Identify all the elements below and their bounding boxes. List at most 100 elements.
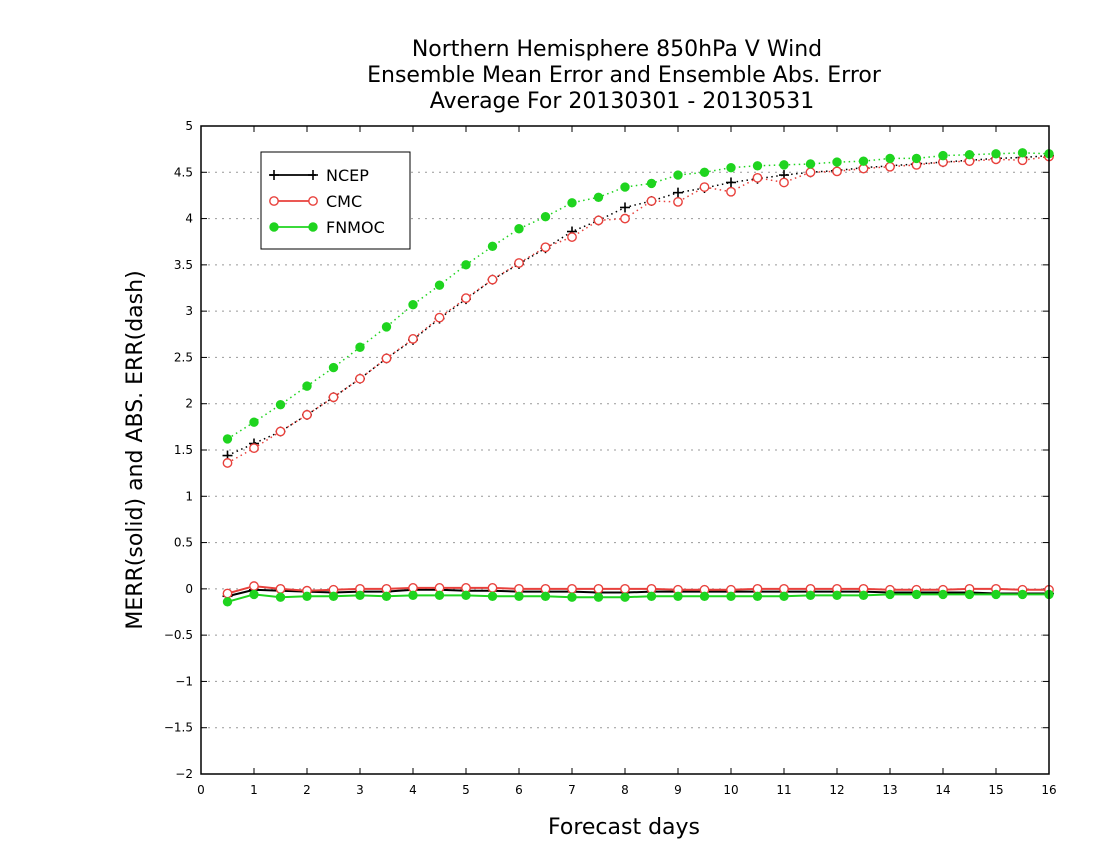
fnmoc-mean-err-point: [620, 592, 630, 602]
x-tick-label: 15: [988, 783, 1003, 797]
x-tick-label: 6: [515, 783, 523, 797]
fnmoc-mean-err-point: [567, 592, 577, 602]
ncep-abs-err-point: [620, 202, 630, 213]
legend-marker-ncep: [308, 170, 318, 180]
fnmoc-abs-err-point: [646, 178, 657, 189]
fnmoc-abs-err-point: [408, 299, 418, 310]
cmc-mean-err-point: [567, 583, 577, 594]
fnmoc-mean-err-point: [938, 589, 948, 600]
fnmoc-mean-err-point: [593, 592, 604, 602]
fnmoc-abs-err-point: [805, 159, 816, 169]
fnmoc-mean-err-point: [275, 592, 286, 602]
x-tick-label: 3: [356, 783, 364, 797]
fnmoc-mean-err-point: [328, 591, 339, 601]
fnmoc-mean-err-point: [805, 590, 816, 601]
cmc-abs-err-point: [275, 426, 286, 437]
chart-title-line-2: Ensemble Mean Error and Ensemble Abs. Er…: [367, 63, 882, 88]
y-tick-label: 4.5: [174, 165, 193, 179]
fnmoc-abs-err-point: [540, 212, 551, 222]
legend: NCEP CMC FNMOC: [260, 151, 411, 250]
fnmoc-mean-err-point: [381, 591, 392, 601]
fnmoc-series: [222, 148, 1054, 607]
legend-marker-cmc: [269, 196, 279, 206]
cmc-abs-err-point: [567, 232, 577, 242]
legend-marker-ncep: [269, 170, 279, 180]
fnmoc-abs-err-point: [858, 156, 869, 166]
legend-label-ncep: NCEP: [326, 166, 369, 185]
x-tick-label: 2: [303, 783, 311, 797]
cmc-abs-err-point: [408, 334, 418, 344]
fnmoc-mean-err-point: [964, 589, 975, 600]
fnmoc-mean-err-point: [752, 591, 763, 601]
fnmoc-abs-err-point: [752, 161, 763, 171]
y-tick-label: 2: [185, 397, 193, 411]
fnmoc-abs-err-point: [938, 150, 948, 161]
cmc-abs-err-point: [540, 242, 551, 253]
plot-frame: [200, 125, 1050, 775]
y-tick-label: −1: [175, 674, 193, 688]
ncep-abs-err-point: [673, 187, 683, 198]
x-tick-label: 16: [1041, 783, 1056, 797]
cmc-mean-err-point: [222, 588, 233, 599]
fnmoc-mean-err-point: [832, 590, 842, 601]
chart-title-line-1: Northern Hemisphere 850hPa V Wind: [412, 37, 822, 62]
fnmoc-mean-err-point: [249, 589, 259, 600]
legend-marker-cmc: [308, 196, 318, 206]
fnmoc-abs-err-point: [355, 342, 365, 352]
fnmoc-mean-err-point: [487, 591, 498, 601]
fnmoc-abs-err-point: [302, 381, 312, 391]
x-tick-label: 1: [250, 783, 258, 797]
axes: −2−1.5−1−0.500.511.522.533.544.550 1 2 3 4 5 6…: [164, 119, 1057, 797]
fnmoc-mean-err-point: [355, 590, 365, 601]
gridlines: [201, 171, 1049, 729]
cmc-abs-err-point: [593, 215, 604, 226]
fnmoc-abs-err-point: [275, 399, 286, 410]
y-tick-label: 5: [185, 119, 193, 133]
x-tick-label: 11: [776, 783, 791, 797]
x-tick-label: 5: [462, 783, 470, 797]
fnmoc-abs-err-point: [249, 417, 259, 427]
cmc-abs-err-point: [302, 409, 312, 420]
fnmoc-abs-err-point: [726, 162, 736, 173]
x-tick-label: 8: [621, 783, 629, 797]
fnmoc-abs-err-point: [514, 224, 524, 234]
fnmoc-abs-err-point: [964, 149, 975, 160]
fnmoc-abs-err-point: [487, 241, 498, 252]
fnmoc-mean-err-point: [408, 590, 418, 601]
cmc-mean-err-point: [593, 583, 604, 594]
ncep-abs-err-point: [726, 177, 736, 188]
legend-marker-fnmoc: [308, 222, 318, 232]
y-tick-label: 2.5: [174, 350, 193, 364]
x-tick-label: 14: [935, 783, 950, 797]
fnmoc-abs-err-point: [620, 182, 630, 192]
fnmoc-mean-err-point: [646, 591, 657, 601]
fnmoc-mean-err-point: [673, 591, 683, 601]
cmc-mean-err-point: [620, 583, 630, 594]
cmc-abs-err-point: [434, 312, 445, 323]
fnmoc-mean-err-point: [461, 590, 471, 601]
y-tick-label: 1.5: [174, 443, 193, 457]
cmc-abs-err-point: [726, 186, 736, 197]
cmc-abs-err-point: [805, 167, 816, 178]
fnmoc-abs-err-point: [885, 153, 895, 164]
y-axis-label: MERR(solid) and ABS. ERR(dash): [123, 270, 148, 629]
y-tick-label: −2: [175, 767, 193, 781]
fnmoc-mean-err-point: [434, 590, 445, 601]
x-tick-label: 10: [723, 783, 738, 797]
cmc-mean-err-point: [487, 583, 498, 593]
fnmoc-mean-err-point: [699, 591, 710, 601]
fnmoc-abs-err-point: [1017, 148, 1028, 158]
legend-label-cmc: CMC: [326, 192, 362, 211]
cmc-abs-err-point: [381, 353, 392, 364]
cmc-abs-err-point: [646, 196, 657, 206]
cmc-mean-err-point: [275, 583, 286, 594]
y-tick-label: −0.5: [164, 628, 193, 642]
fnmoc-mean-err-point: [540, 591, 551, 601]
fnmoc-mean-err-point: [779, 591, 789, 601]
y-tick-label: 3: [185, 304, 193, 318]
x-tick-label: 12: [829, 783, 844, 797]
fnmoc-mean-err-point: [885, 589, 895, 600]
legend-item-cmc: CMC: [269, 192, 362, 211]
cmc-abs-err-point: [752, 172, 763, 183]
